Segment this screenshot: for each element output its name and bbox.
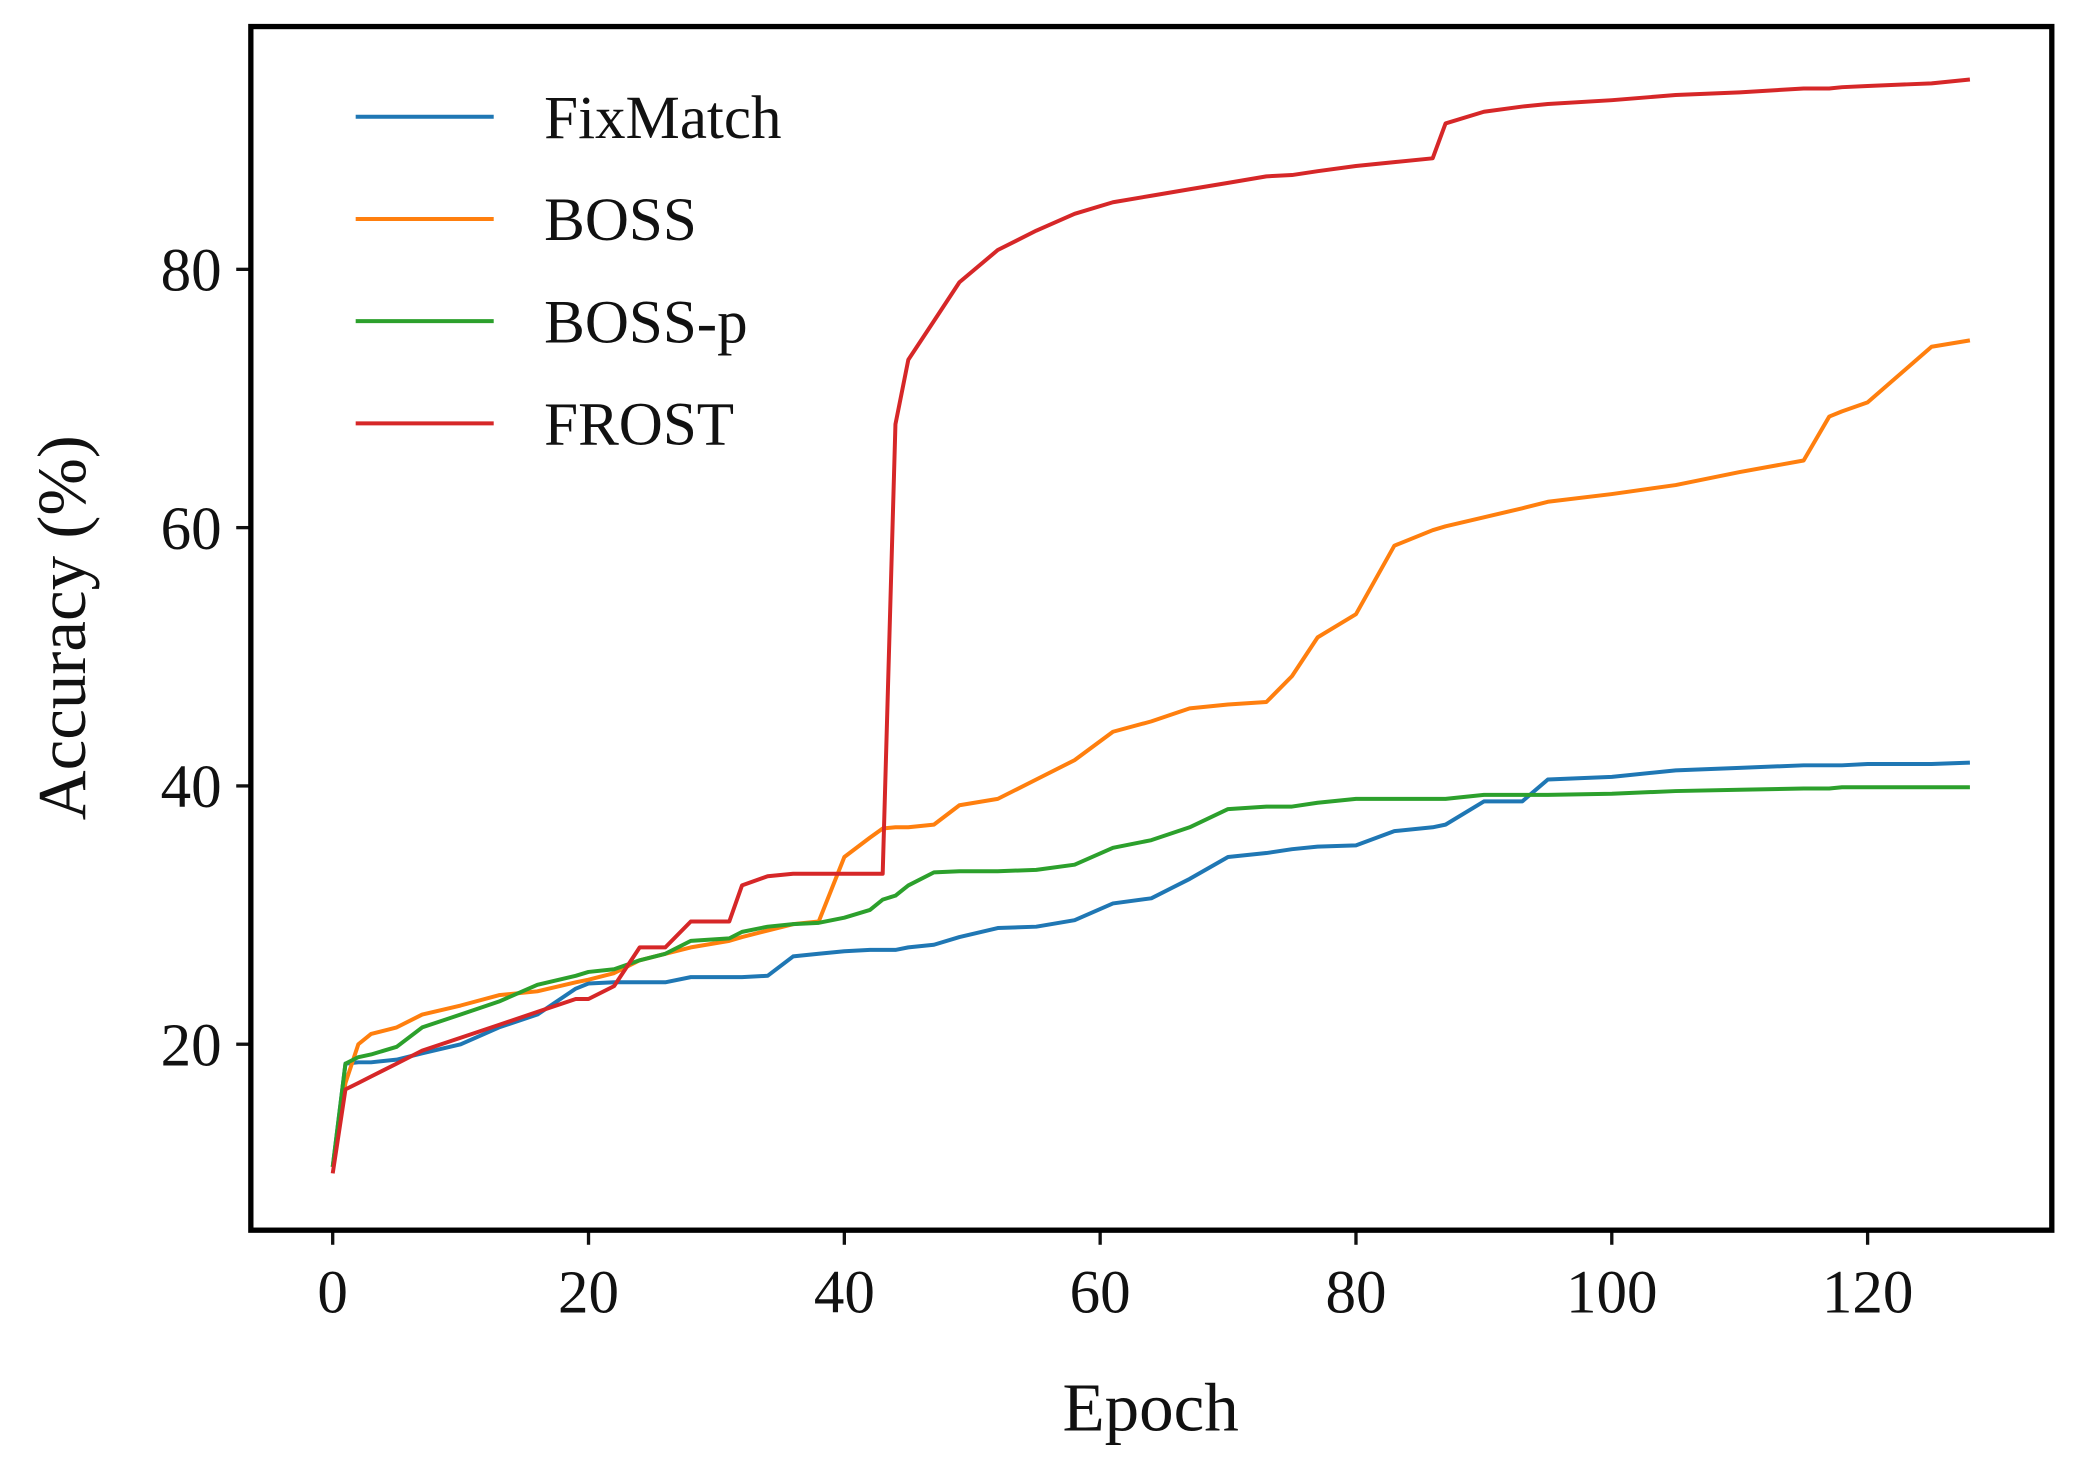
y-tick-label: 40	[161, 754, 222, 821]
series-line	[330, 77, 1971, 1174]
series-line	[330, 338, 1971, 1168]
y-axis-label: Accuracy (%)	[24, 435, 100, 820]
series-line	[330, 760, 1970, 1168]
x-tick-label: 40	[814, 1259, 875, 1326]
x-tick-label: 60	[1070, 1259, 1131, 1326]
x-tick-label: 100	[1566, 1259, 1658, 1326]
legend-label: FROST	[544, 392, 734, 459]
x-axis-label: Epoch	[1063, 1370, 1239, 1446]
y-tick-label: 80	[161, 238, 222, 305]
plot-frame	[248, 23, 2055, 1233]
x-tick-label: 80	[1325, 1259, 1386, 1326]
legend-label: BOSS-p	[544, 289, 748, 356]
legend-label: FixMatch	[544, 85, 781, 152]
x-tick-label: 20	[558, 1259, 619, 1326]
y-tick-label: 60	[161, 496, 222, 563]
x-tick-label: 0	[317, 1259, 348, 1326]
x-tick-label: 120	[1822, 1259, 1914, 1326]
legend-label: BOSS	[544, 187, 697, 254]
y-tick-label: 20	[161, 1012, 222, 1079]
series-line	[330, 785, 1970, 1168]
